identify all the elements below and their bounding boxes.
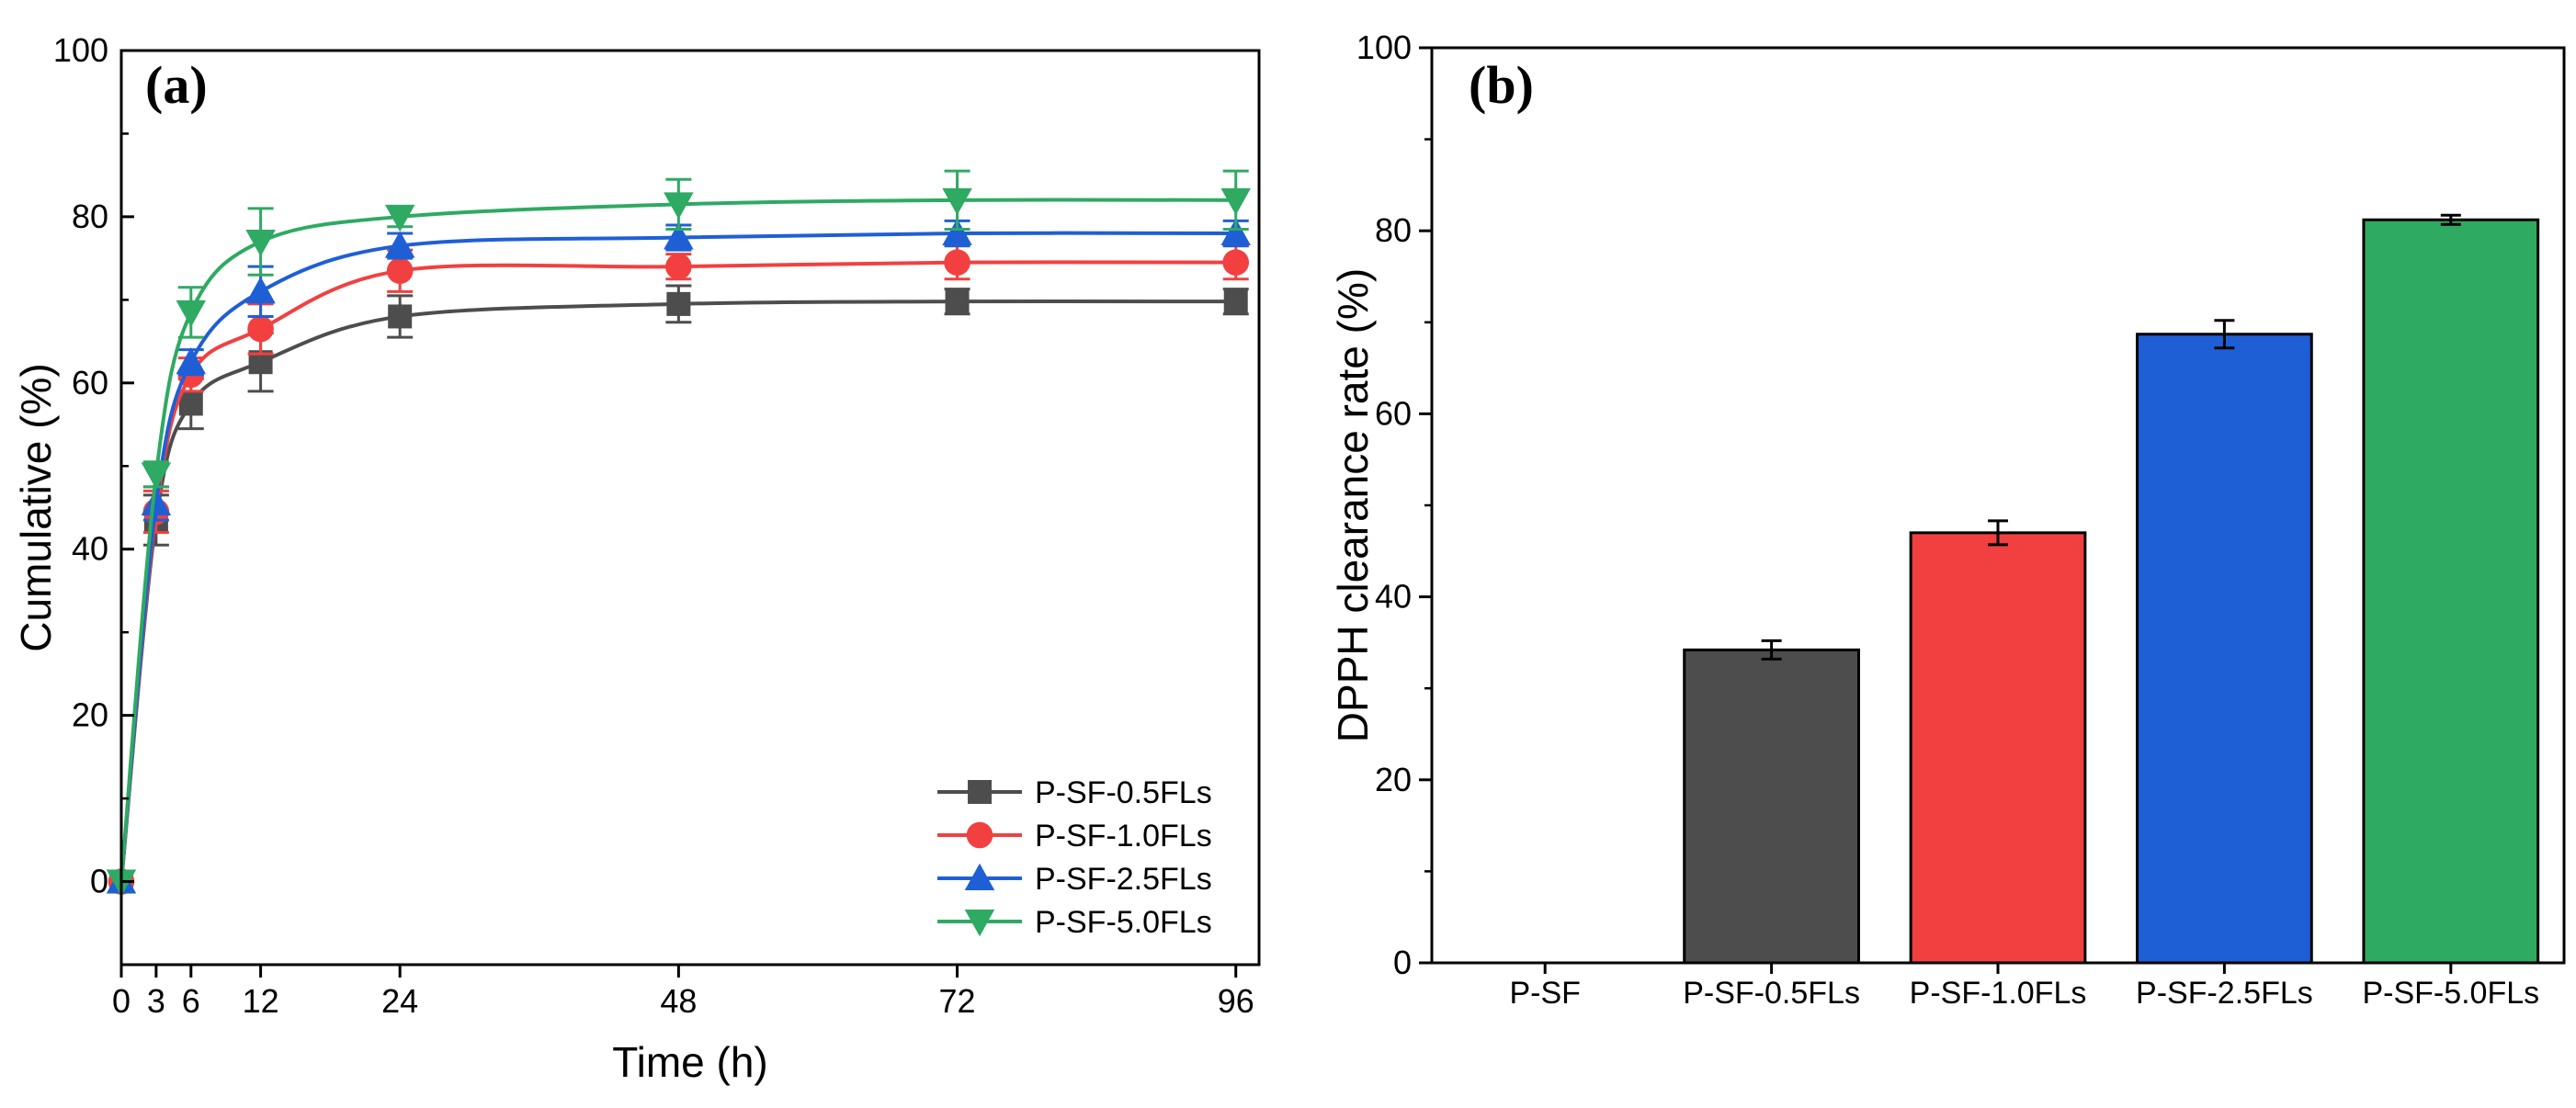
data-point [245, 230, 276, 257]
x-tick-label: 12 [243, 982, 279, 1020]
data-point [1220, 187, 1251, 216]
y-tick-label: 0 [1393, 944, 1412, 981]
y-tick-label: 60 [72, 364, 108, 401]
legend-label: P-SF-0.5FLs [1035, 775, 1212, 810]
legend-item: P-SF-1.0FLs [937, 819, 1212, 854]
data-point [664, 192, 694, 220]
data-point [1220, 218, 1251, 245]
axis-ticks: 0 20 40 60 80 100 P-SF P-SF-0.5FLs P-SF-1.0FLs P-… [1356, 28, 2539, 1011]
bar-P-SF-0.5FLs [1683, 648, 1860, 965]
legend: P-SF-0.5FLs P-SF-1.0FLs P-SF-2.5FLs P-SF-5.… [937, 775, 1212, 940]
panel-label: (a) [145, 55, 208, 115]
data-point [945, 289, 970, 314]
data-point [942, 187, 972, 216]
legend-marker [964, 910, 995, 937]
data-point [665, 253, 692, 280]
x-tick-label: 3 [147, 982, 165, 1020]
data-point [386, 257, 414, 285]
x-tick-label: 0 [112, 982, 131, 1020]
x-tick-label: 96 [1218, 982, 1254, 1020]
x-axis-title: Time (h) [612, 1038, 768, 1086]
legend-item: P-SF-0.5FLs [937, 775, 1212, 810]
legend-label: P-SF-2.5FLs [1035, 862, 1212, 897]
panel-label: (b) [1469, 55, 1534, 115]
y-tick-label: 60 [1375, 394, 1412, 432]
x-tick-label: P-SF-5.0FLs [2362, 976, 2539, 1011]
y-tick-label: 80 [72, 198, 108, 235]
data-point [141, 488, 172, 515]
data-point [384, 231, 415, 258]
x-tick-label: 24 [381, 982, 418, 1020]
data-point [247, 315, 274, 343]
legend-marker [966, 821, 993, 849]
legend-label: P-SF-1.0FLs [1035, 819, 1212, 854]
y-tick-label: 20 [1375, 761, 1412, 798]
x-tick-label: P-SF-1.0FLs [1910, 976, 2087, 1011]
data-point [1223, 289, 1248, 314]
legend-label: P-SF-5.0FLs [1035, 905, 1212, 940]
series-layer [106, 169, 1251, 897]
data-point [245, 277, 276, 304]
y-axis-title: DPPH clearance rate (%) [1329, 268, 1377, 742]
y-axis-title: Cumulative (%) [12, 363, 60, 651]
plot-frame [119, 49, 1261, 967]
legend-item: P-SF-2.5FLs [937, 862, 1212, 897]
y-tick-label: 100 [53, 31, 108, 69]
bar-P-SF-2.5FLs [2136, 333, 2313, 965]
data-point [388, 304, 413, 329]
x-tick-label: P-SF-0.5FLs [1683, 976, 1860, 1011]
data-point [664, 222, 694, 250]
bar-P-SF-5.0FLs [2362, 218, 2540, 965]
data-point [666, 291, 691, 316]
y-tick-label: 80 [1375, 211, 1412, 249]
bar-P-SF-1.0FLs [1909, 531, 2087, 965]
x-tick-label: 48 [660, 982, 697, 1020]
x-tick-label: P-SF [1509, 976, 1580, 1011]
series-P-SF-5.0FLs [106, 169, 1251, 897]
data-point [1222, 249, 1250, 276]
x-tick-label: 72 [939, 982, 976, 1020]
y-tick-label: 40 [1375, 578, 1412, 616]
bars-layer [1683, 213, 2540, 965]
legend-marker [968, 780, 992, 804]
y-tick-label: 40 [72, 530, 108, 568]
data-point [942, 218, 972, 245]
x-tick-label: 6 [182, 982, 200, 1020]
legend-item: P-SF-5.0FLs [937, 905, 1212, 940]
data-point [178, 391, 203, 416]
legend-marker [964, 863, 995, 890]
x-tick-label: P-SF-2.5FLs [2136, 976, 2313, 1011]
dpph-chart: 0 20 40 60 80 100 P-SF P-SF-0.5FLs P-SF-1.0FLs P-… [1329, 28, 2566, 1011]
y-tick-label: 100 [1356, 28, 1412, 66]
data-point [384, 204, 415, 232]
data-point [176, 346, 207, 375]
data-point [944, 249, 970, 276]
y-tick-label: 0 [90, 863, 108, 900]
data-point [141, 462, 172, 490]
y-tick-label: 20 [72, 696, 108, 734]
data-point [176, 300, 207, 328]
